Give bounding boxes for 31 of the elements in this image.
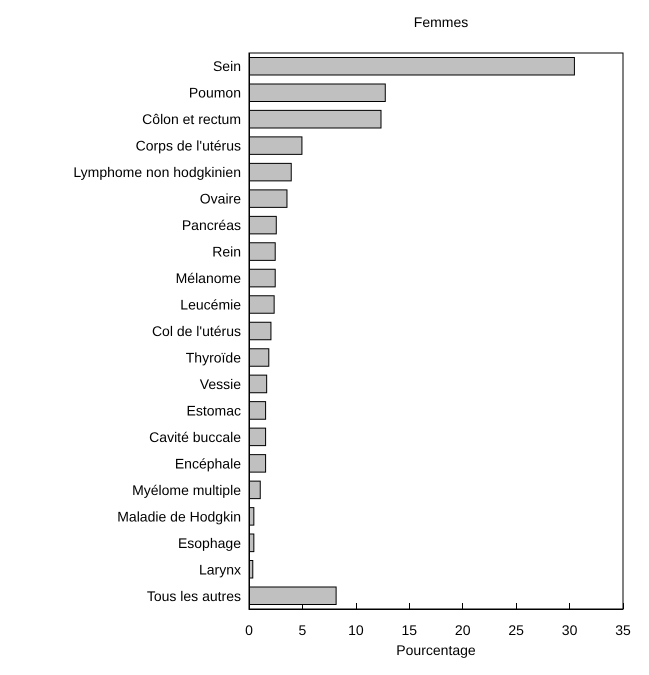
y-tick-label: Myélome multiple bbox=[132, 482, 242, 498]
x-tick-label: 5 bbox=[298, 622, 307, 638]
y-tick-label: Maladie de Hodgkin bbox=[117, 508, 241, 524]
y-tick-label: Côlon et rectum bbox=[142, 111, 241, 128]
x-tick-label: 15 bbox=[401, 622, 418, 638]
x-tick-label: 20 bbox=[454, 622, 471, 638]
y-tick-label: Larynx bbox=[198, 561, 241, 578]
y-tick-label: Vessie bbox=[200, 376, 242, 392]
y-tick-label: Tous les autres bbox=[146, 588, 241, 604]
x-axis-title: Pourcentage bbox=[396, 642, 476, 658]
y-tick-label: Poumon bbox=[188, 84, 241, 101]
y-tick-label: Col de l'utérus bbox=[152, 323, 241, 339]
y-tick-label: Leucémie bbox=[180, 296, 242, 313]
y-tick-label: Rein bbox=[212, 244, 241, 260]
y-tick-label: Thyroïde bbox=[186, 349, 242, 366]
y-tick-label: Lymphome non hodgkinien bbox=[73, 164, 241, 180]
y-tick-label: Encéphale bbox=[174, 455, 242, 472]
x-tick-label: 30 bbox=[562, 622, 578, 638]
x-tick-label: 25 bbox=[508, 622, 524, 638]
y-tick-label: Ovaire bbox=[200, 190, 242, 207]
chart-title: Femmes bbox=[414, 14, 468, 30]
y-tick-label: Pancréas bbox=[182, 217, 241, 234]
y-tick-label: Estomac bbox=[186, 402, 241, 418]
y-tick-label: Sein bbox=[212, 58, 241, 74]
x-tick-label: 0 bbox=[245, 622, 254, 638]
x-tick-label: 10 bbox=[348, 622, 364, 638]
y-tick-label: Corps de l'utérus bbox=[136, 138, 241, 154]
y-tick-label: Cavité buccale bbox=[149, 428, 242, 445]
y-tick-label: Mélanome bbox=[176, 270, 242, 286]
x-tick-label: 35 bbox=[615, 622, 631, 638]
y-tick-label: Esophage bbox=[178, 534, 242, 551]
